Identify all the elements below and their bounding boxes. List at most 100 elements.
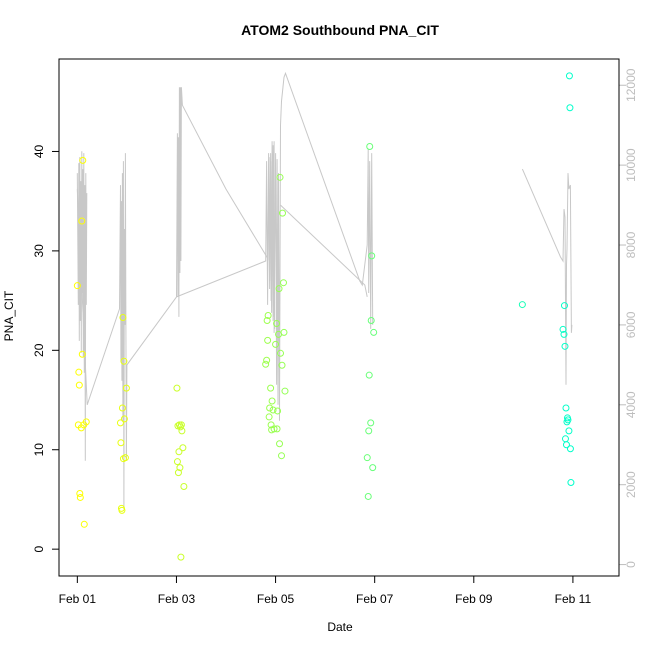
data-point — [73, 282, 81, 290]
data-point — [174, 469, 182, 477]
data-point — [369, 464, 377, 472]
x-tick-label: Feb 03 — [158, 592, 196, 606]
x-tick-label: Feb 11 — [555, 592, 592, 606]
data-point — [175, 448, 183, 456]
y-tick-label: 20 — [32, 343, 46, 357]
secondary-line-segment — [273, 71, 374, 421]
data-point — [263, 356, 271, 364]
data-point — [270, 425, 278, 433]
secondary-line-segment — [280, 204, 368, 297]
data-point — [180, 483, 188, 491]
data-point — [116, 419, 124, 427]
data-point — [366, 142, 374, 150]
data-point — [278, 452, 286, 460]
right-y-tick-label: 4000 — [624, 391, 638, 418]
data-point — [278, 361, 286, 369]
data-point — [367, 316, 375, 324]
right-y-tick-label: 10000 — [624, 148, 638, 182]
right-y-tick-label: 12000 — [624, 68, 638, 102]
data-point — [275, 285, 283, 293]
y-tick-label: 0 — [32, 545, 46, 552]
data-point — [173, 384, 181, 392]
data-point — [78, 350, 86, 358]
x-tick-label: Feb 07 — [356, 592, 394, 606]
data-point — [565, 427, 573, 435]
data-point — [118, 506, 126, 514]
data-point — [76, 493, 84, 501]
data-point — [117, 439, 125, 447]
data-point — [280, 328, 288, 336]
data-point — [264, 336, 272, 344]
data-point — [264, 312, 272, 320]
data-point — [265, 413, 273, 421]
data-point — [566, 104, 574, 112]
chart-title: ATOM2 Southbound PNA_CIT — [241, 22, 439, 38]
data-point — [364, 492, 372, 500]
data-point — [365, 427, 373, 435]
secondary-line-segment — [521, 168, 573, 385]
data-point — [276, 173, 284, 181]
data-point — [268, 397, 276, 405]
data-point — [561, 342, 569, 350]
data-point-layer — [73, 72, 575, 561]
data-point — [266, 404, 274, 412]
data-point — [122, 384, 130, 392]
data-point — [120, 357, 128, 365]
data-point — [76, 489, 84, 497]
data-point — [279, 209, 287, 217]
data-point — [78, 217, 86, 225]
right-y-tick-label: 0 — [624, 561, 638, 568]
data-point — [368, 252, 376, 260]
data-point — [565, 72, 573, 80]
data-point — [370, 328, 378, 336]
data-point — [179, 444, 187, 452]
data-point — [262, 360, 270, 368]
x-tick-label: Feb 05 — [257, 592, 295, 606]
secondary-line-segment — [176, 145, 275, 317]
y-tick-label: 10 — [32, 443, 46, 457]
data-point — [118, 404, 126, 412]
data-point — [120, 415, 128, 423]
data-point — [562, 404, 570, 412]
data-point — [272, 340, 280, 348]
x-tick-label: Feb 01 — [59, 592, 97, 606]
x-tick-label: Feb 09 — [455, 592, 493, 606]
secondary-line-layer — [76, 71, 573, 509]
data-point — [560, 302, 568, 310]
data-point — [281, 387, 289, 395]
right-y-tick-label: 2000 — [624, 471, 638, 498]
data-point — [559, 325, 567, 333]
data-point — [176, 464, 184, 472]
data-point — [173, 458, 181, 466]
data-point — [567, 479, 575, 487]
data-point — [560, 330, 568, 338]
data-point — [273, 319, 281, 327]
data-point — [273, 425, 281, 433]
data-point — [79, 156, 87, 164]
data-point — [121, 454, 129, 462]
data-point — [566, 445, 574, 453]
y-axis-label: PNA_CIT — [2, 290, 16, 341]
data-point — [562, 441, 570, 449]
data-point — [279, 279, 287, 287]
data-point — [276, 440, 284, 448]
x-axis-label: Date — [327, 620, 353, 634]
data-point — [518, 301, 526, 309]
data-point — [564, 416, 572, 424]
data-point — [365, 371, 373, 379]
data-point — [177, 553, 185, 561]
secondary-line-segment — [76, 153, 127, 509]
data-point — [277, 349, 285, 357]
data-point — [75, 381, 83, 389]
plot-frame — [58, 58, 620, 577]
y-tick-label: 40 — [32, 144, 46, 158]
data-point — [269, 406, 277, 414]
data-point — [263, 316, 271, 324]
y-tick-label: 30 — [32, 244, 46, 258]
data-point — [367, 419, 375, 427]
right-y-tick-label: 8000 — [624, 231, 638, 258]
data-point — [363, 454, 371, 462]
